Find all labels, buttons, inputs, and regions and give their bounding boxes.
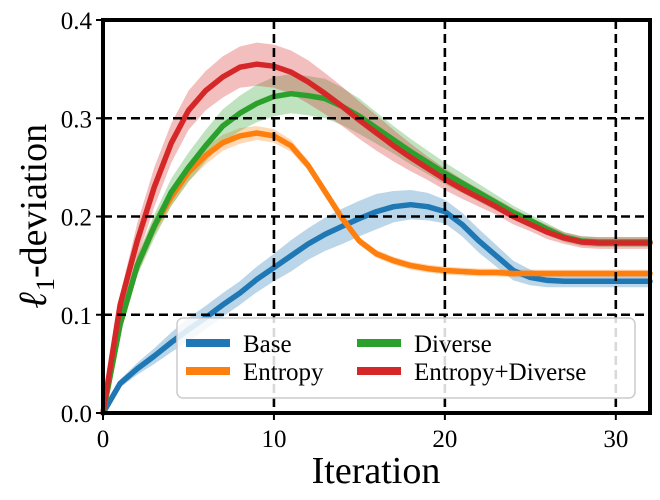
x-tick-label: 30 [603, 426, 628, 453]
axis-ticks: 0 10 20 30 0.0 0.1 0.2 0.3 0.4 [61, 8, 629, 453]
y-axis-title: ℓ1-deviation [10, 124, 60, 308]
x-tick-label: 10 [261, 426, 286, 453]
y-axis-title-symbol: ℓ [10, 291, 55, 308]
legend-label-entropy-diverse: Entropy+Diverse [414, 359, 586, 386]
band-diverse [103, 74, 650, 413]
y-tick-label: 0.2 [61, 205, 92, 232]
y-tick-label: 0.0 [61, 401, 92, 428]
legend-label-base: Base [243, 331, 292, 358]
legend-box [176, 317, 636, 399]
series-line-entropy [100, 130, 653, 416]
x-axis-title: Iteration [312, 450, 441, 492]
y-tick-label: 0.3 [61, 106, 92, 133]
series-lines [100, 61, 653, 416]
y-axis-title-suffix: -deviation [13, 124, 55, 278]
y-tick-label: 0.4 [61, 8, 93, 35]
series-line-entropy-diverse [100, 61, 653, 416]
x-tick-label: 0 [97, 426, 110, 453]
y-axis-title-subscript: 1 [31, 278, 60, 291]
legend-label-entropy: Entropy [243, 359, 324, 386]
y-tick-label: 0.1 [61, 303, 92, 330]
x-tick-label: 20 [432, 426, 457, 453]
legend-label-diverse: Diverse [414, 331, 492, 358]
band-base [103, 190, 650, 413]
